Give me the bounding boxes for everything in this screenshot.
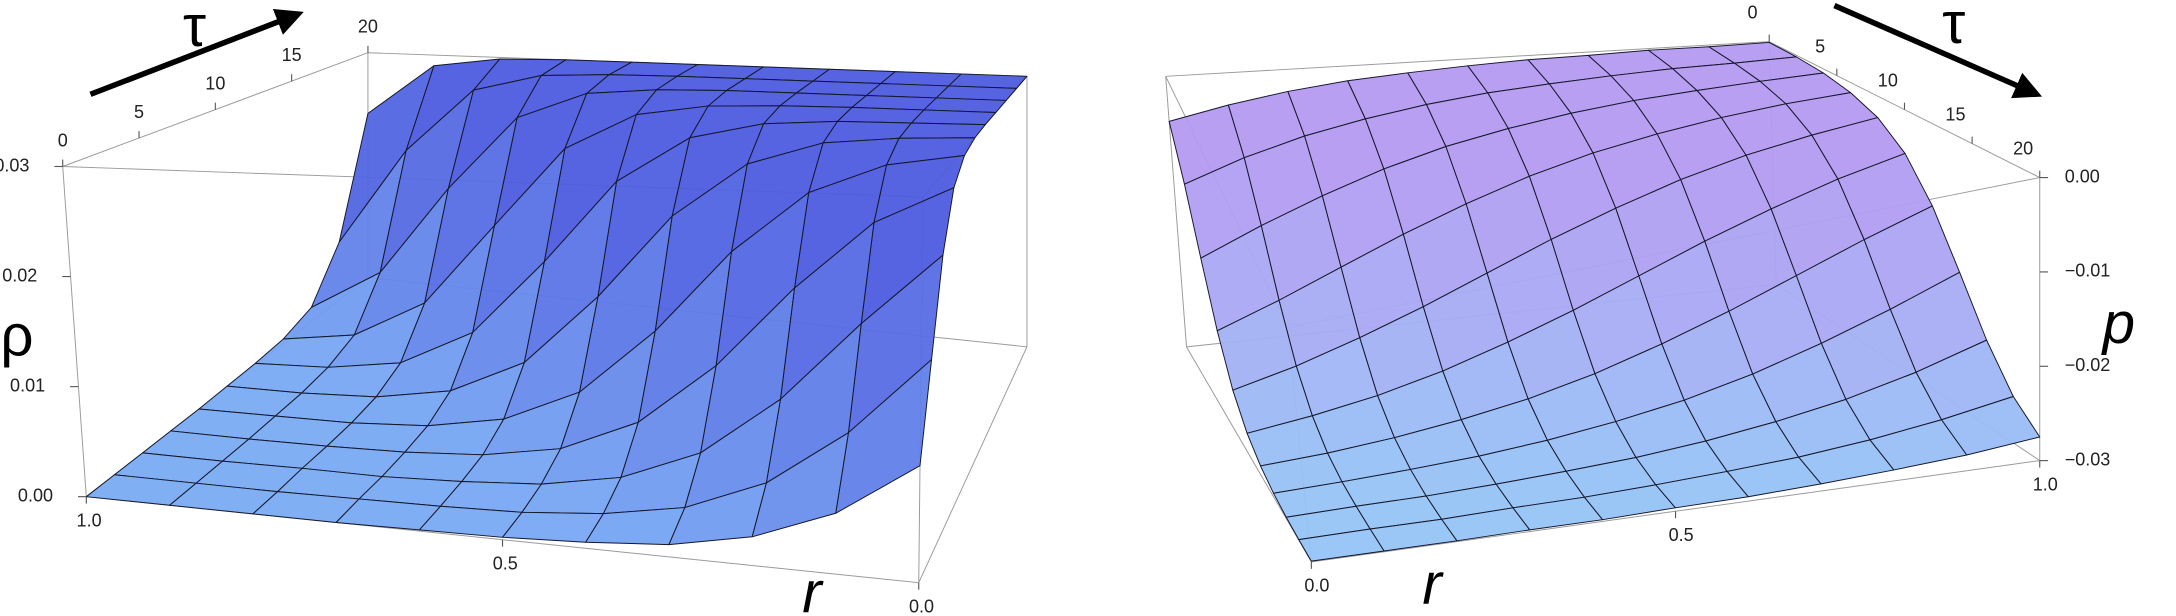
x-axis-label: r [802, 560, 824, 616]
box-edge [62, 166, 87, 497]
y-tick-label: 0 [58, 130, 68, 150]
surface-cell [1941, 396, 2041, 456]
z-tick-label: −0.02 [2065, 355, 2111, 375]
y-tick-label: 20 [2013, 139, 2033, 159]
tau-arrow [89, 8, 304, 97]
z-axis-label: p [2101, 291, 2135, 356]
y-tick-label: 15 [282, 45, 302, 65]
x-tick-label: 0.0 [909, 596, 934, 616]
plots: 0.000.010.020.03051015200.00.51.00.00−0.… [0, 3, 2110, 616]
box-edge [1186, 346, 1312, 563]
y-axis-label: τ [183, 0, 206, 59]
x-tick-label: 0.5 [493, 553, 518, 573]
surface-plot: 0.00 0.01 0.02 0.03 0 5 10 15 20 0.0 0.5 1.0 [0, 17, 1028, 616]
x-tick-label: 1.0 [2033, 474, 2058, 494]
y-tick-label: 15 [1945, 105, 1965, 125]
surface-cell [898, 122, 986, 139]
box-edge [1165, 76, 1187, 347]
y-tick-label: 0 [1748, 3, 1758, 23]
z-tick-label: −0.03 [2065, 449, 2111, 469]
z-axis-label: ρ [0, 303, 33, 368]
surface-plot: 0.00 −0.01 −0.02 −0.03 0 5 10 15 20 0.0 0.5 1.0 [1165, 3, 2111, 596]
y-tick-label: 5 [1815, 37, 1825, 57]
z-tick-label: 0.02 [2, 265, 37, 285]
box-edge [1165, 41, 1770, 77]
x-axis-label: r [1422, 552, 1444, 616]
box-edge [918, 346, 1028, 583]
x-tick-label: 0.5 [1669, 525, 1694, 545]
z-tick-label: −0.01 [2065, 261, 2111, 281]
z-tick-label: 0.01 [10, 375, 45, 395]
y-axis-label: τ [1942, 0, 1965, 56]
surface-cell [910, 109, 997, 126]
z-tick-label: 0.03 [0, 155, 29, 175]
surface-cell [85, 474, 197, 506]
x-tick-label: 1.0 [77, 510, 102, 530]
z-tick-label: 0.00 [18, 485, 53, 505]
surface-cell [836, 106, 925, 124]
tau-arrow [1833, 3, 2043, 99]
y-tick-label: 10 [205, 73, 225, 93]
z-tick-label: 0.00 [2065, 166, 2100, 186]
y-tick-label: 20 [358, 17, 378, 37]
y-tick-label: 10 [1878, 71, 1898, 91]
x-tick-label: 0.0 [1304, 576, 1329, 596]
y-tick-label: 5 [134, 102, 144, 122]
